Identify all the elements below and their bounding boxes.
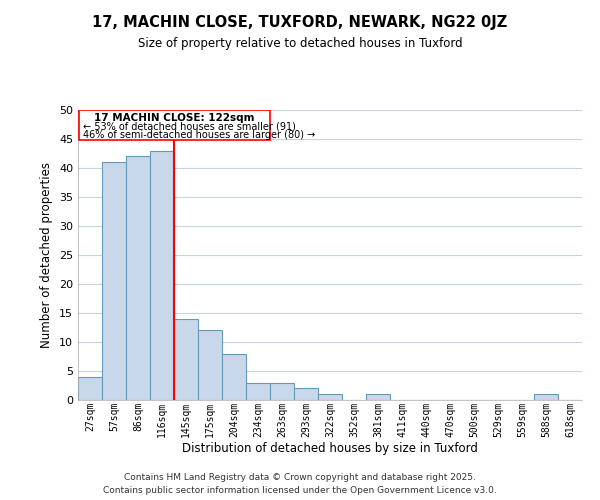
Bar: [318, 394, 342, 400]
Text: 17 MACHIN CLOSE: 122sqm: 17 MACHIN CLOSE: 122sqm: [94, 113, 255, 123]
Bar: [366, 394, 390, 400]
Text: 46% of semi-detached houses are larger (80) →: 46% of semi-detached houses are larger (…: [83, 130, 315, 140]
Text: Contains HM Land Registry data © Crown copyright and database right 2025.: Contains HM Land Registry data © Crown c…: [124, 474, 476, 482]
Bar: [174, 319, 198, 400]
Bar: [198, 330, 222, 400]
Text: 17, MACHIN CLOSE, TUXFORD, NEWARK, NG22 0JZ: 17, MACHIN CLOSE, TUXFORD, NEWARK, NG22 …: [92, 15, 508, 30]
Bar: [270, 382, 294, 400]
Bar: [246, 382, 270, 400]
Bar: [150, 150, 174, 400]
Y-axis label: Number of detached properties: Number of detached properties: [40, 162, 53, 348]
Bar: [126, 156, 150, 400]
Text: Size of property relative to detached houses in Tuxford: Size of property relative to detached ho…: [137, 38, 463, 51]
X-axis label: Distribution of detached houses by size in Tuxford: Distribution of detached houses by size …: [182, 442, 478, 455]
Text: ← 53% of detached houses are smaller (91): ← 53% of detached houses are smaller (91…: [83, 122, 296, 132]
Bar: [78, 377, 102, 400]
Bar: [294, 388, 318, 400]
Bar: [102, 162, 126, 400]
Text: Contains public sector information licensed under the Open Government Licence v3: Contains public sector information licen…: [103, 486, 497, 495]
Bar: [534, 394, 558, 400]
Bar: [222, 354, 246, 400]
FancyBboxPatch shape: [79, 110, 270, 140]
